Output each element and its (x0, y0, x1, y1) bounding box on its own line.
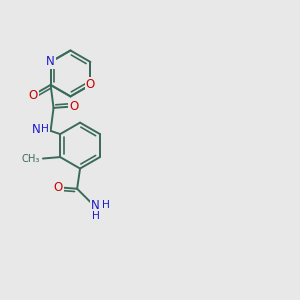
Text: O: O (54, 181, 63, 194)
Text: H: H (92, 211, 100, 221)
Text: N: N (46, 56, 55, 68)
Text: O: O (69, 100, 78, 113)
Text: H: H (102, 200, 110, 210)
Text: O: O (86, 78, 95, 92)
Text: N: N (32, 123, 40, 136)
Text: CH₃: CH₃ (22, 154, 40, 164)
Text: N: N (91, 199, 100, 212)
Text: O: O (28, 88, 38, 101)
Text: H: H (41, 124, 49, 134)
